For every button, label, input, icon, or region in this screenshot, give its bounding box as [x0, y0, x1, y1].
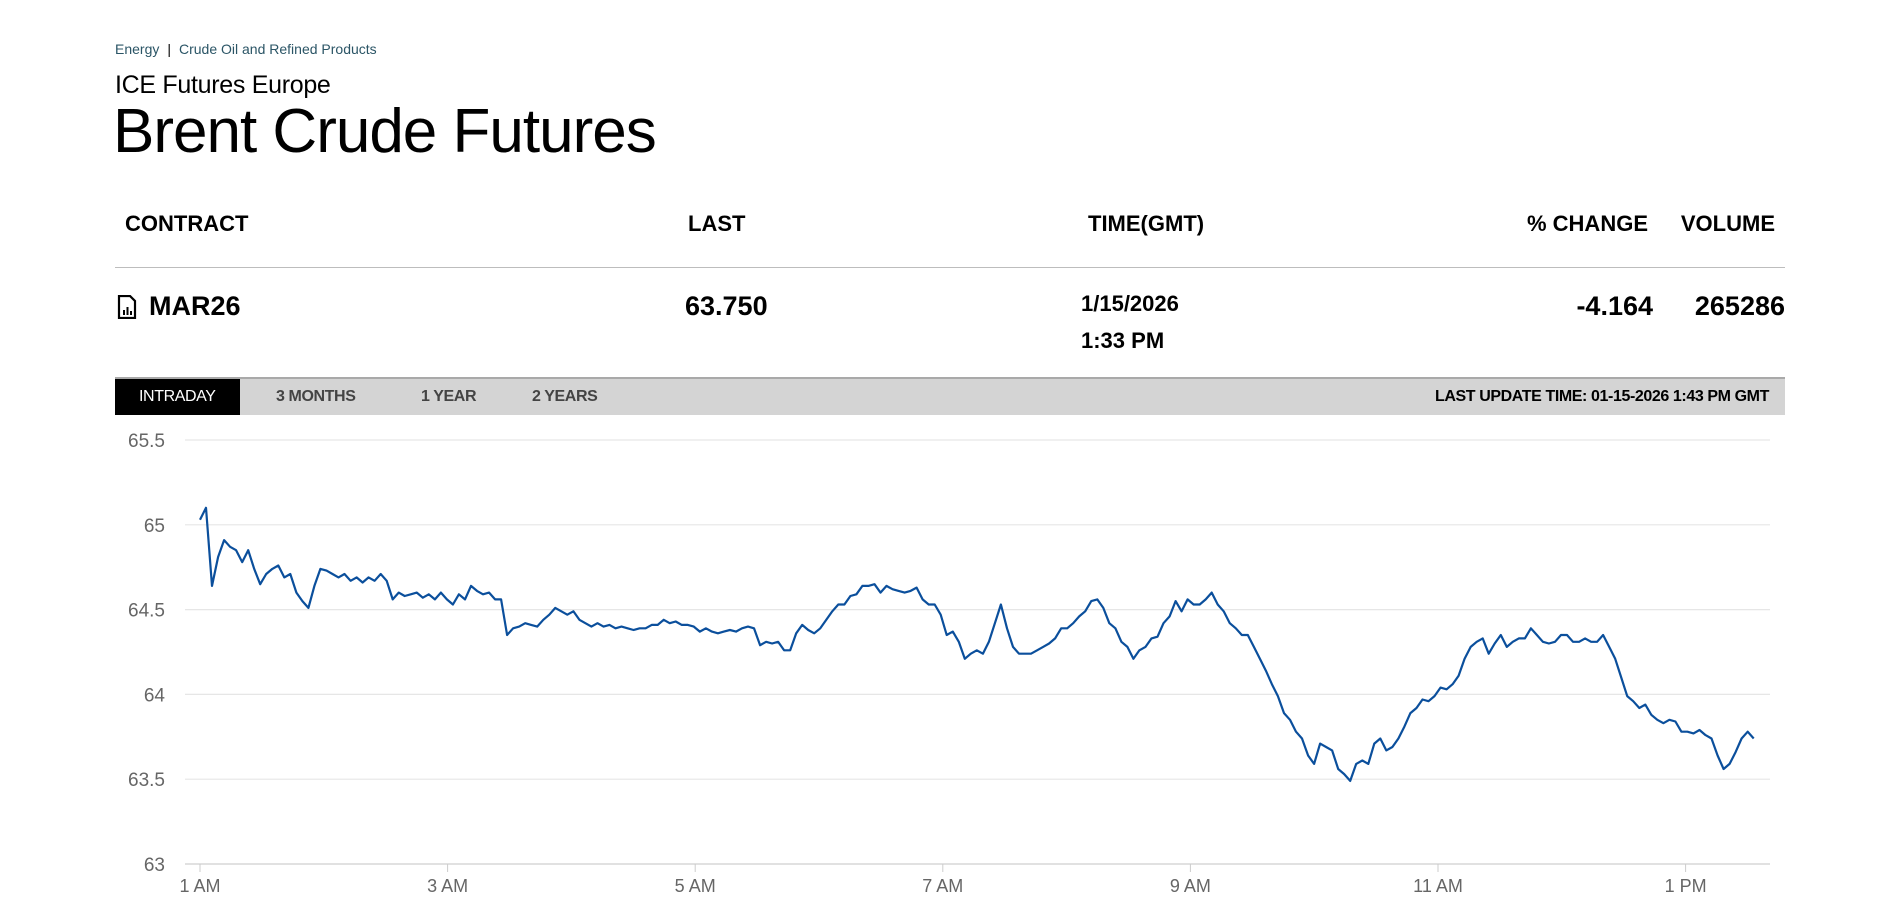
exchange-name: ICE Futures Europe: [115, 71, 331, 99]
volume-value: 265286: [1694, 291, 1785, 321]
time-value: 1:33 PM: [1081, 328, 1165, 353]
y-tick-label: 65: [144, 516, 165, 537]
tab-3-months[interactable]: 3 MONTHS: [276, 388, 356, 405]
x-tick-label: 11 AM: [1413, 876, 1463, 896]
intraday-price-chart: 63 63.5 64 64.5 65 65.5 1 AM 3 AM 5 AM 7 AM 9 AM 11…: [128, 431, 1770, 896]
header-last: LAST: [688, 211, 746, 236]
y-tick-label: 64: [144, 685, 166, 706]
y-tick-label: 63.5: [128, 770, 165, 791]
table-divider: [115, 267, 1785, 268]
date-value: 1/15/2026: [1081, 291, 1179, 316]
y-tick-label: 63: [144, 855, 165, 876]
breadcrumb-crude-oil[interactable]: Crude Oil and Refined Products: [179, 41, 377, 57]
header-change: % CHANGE: [1526, 211, 1648, 236]
x-tick-label: 1 AM: [179, 876, 220, 896]
price-line-mar26: [199, 506, 1755, 782]
x-tick-label: 7 AM: [922, 876, 963, 896]
x-tick-label: 3 AM: [427, 876, 468, 896]
contract-value[interactable]: MAR26: [149, 291, 241, 321]
breadcrumb: Energy | Crude Oil and Refined Products: [115, 41, 377, 57]
change-value: -4.164: [1576, 291, 1653, 321]
header-time: TIME(GMT): [1088, 211, 1205, 236]
header-contract: CONTRACT: [125, 211, 249, 236]
tab-2-years[interactable]: 2 YEARS: [532, 388, 598, 405]
x-tick-label: 1 PM: [1665, 876, 1707, 896]
tab-intraday[interactable]: INTRADAY: [115, 379, 240, 415]
x-tick-label: 5 AM: [675, 876, 716, 896]
y-tick-label: 65.5: [128, 431, 165, 452]
breadcrumb-separator: |: [167, 41, 171, 57]
page-title: Brent Crude Futures: [113, 97, 657, 166]
header-volume: VOLUME: [1680, 211, 1775, 236]
report-chart-icon[interactable]: [117, 294, 137, 324]
breadcrumb-energy[interactable]: Energy: [115, 41, 160, 57]
last-value: 63.750: [685, 291, 768, 321]
last-update-time: LAST UPDATE TIME: 01-15-2026 1:43 PM GMT: [1434, 388, 1769, 405]
chart-range-tabs: INTRADAY 3 MONTHS 1 YEAR 2 YEARS LAST UP…: [115, 377, 1785, 415]
x-tick-label: 9 AM: [1170, 876, 1211, 896]
y-tick-label: 64.5: [128, 601, 165, 622]
tab-1-year[interactable]: 1 YEAR: [421, 388, 477, 405]
